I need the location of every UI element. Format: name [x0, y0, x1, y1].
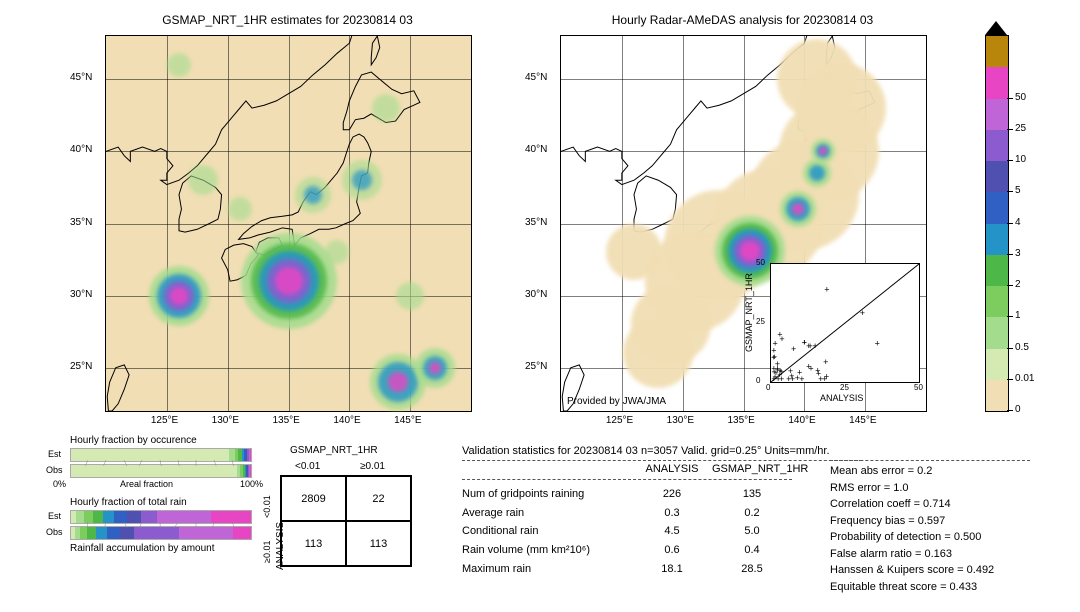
- y-tick-label: 25°N: [70, 361, 92, 372]
- contingency-cell: 113: [281, 521, 346, 566]
- contingency-table: 280922113113: [280, 475, 412, 567]
- contingency-cell: 22: [346, 476, 411, 521]
- svg-text:+: +: [875, 339, 880, 349]
- colorbar-label: 0.5: [1015, 342, 1029, 353]
- y-tick-label: 30°N: [525, 289, 547, 300]
- occurrence-title: Hourly fraction by occurence: [70, 435, 197, 446]
- svg-text:+: +: [824, 284, 829, 294]
- svg-text:+: +: [795, 373, 800, 382]
- bar-row-label: Obs: [46, 465, 63, 475]
- svg-text:+: +: [808, 341, 813, 351]
- contingency-title-top: GSMAP_NRT_1HR: [290, 445, 378, 456]
- svg-text:+: +: [777, 370, 782, 380]
- svg-text:+: +: [779, 334, 784, 344]
- y-tick-label: 45°N: [525, 72, 547, 83]
- y-tick-label: 40°N: [70, 144, 92, 155]
- colorbar-label: 50: [1015, 92, 1026, 103]
- scatter-inset: ++++++++++++++++++++++++++++++++++++++++…: [770, 263, 920, 383]
- metrics-list: Mean abs error = 0.2RMS error = 1.0Corre…: [830, 463, 994, 595]
- y-tick-label: 35°N: [70, 217, 92, 228]
- rain-title: Hourly fraction of total rain: [70, 497, 187, 508]
- colorbar-over-triangle: [985, 21, 1007, 35]
- x-tick-label: 130°E: [667, 415, 694, 426]
- x-tick-label: 135°E: [273, 415, 300, 426]
- map-title: GSMAP_NRT_1HR estimates for 20230814 03: [105, 13, 470, 27]
- x-tick-label: 125°E: [606, 415, 633, 426]
- validation-stats: Num of gridpoints raining226135Average r…: [462, 485, 792, 578]
- colorbar-label: 4: [1015, 217, 1021, 228]
- contingency-cell: 113: [346, 521, 411, 566]
- svg-text:+: +: [860, 308, 865, 318]
- x-tick-label: 145°E: [394, 415, 421, 426]
- contingency-cell: 2809: [281, 476, 346, 521]
- svg-text:+: +: [815, 365, 820, 375]
- inset-ylabel: GSMAP_NRT_1HR: [744, 273, 754, 352]
- metric-row: Hanssen & Kuipers score = 0.492: [830, 562, 994, 579]
- svg-text:+: +: [802, 338, 807, 348]
- x-tick-label: 130°E: [212, 415, 239, 426]
- colorbar-label: 2: [1015, 279, 1021, 290]
- map-panel: [105, 35, 472, 412]
- y-tick-label: 30°N: [70, 289, 92, 300]
- colorbar-label: 3: [1015, 248, 1021, 259]
- colorbar: [985, 35, 1009, 412]
- colorbar-label: 10: [1015, 154, 1026, 165]
- svg-text:+: +: [773, 338, 778, 348]
- bar-row-label: Est: [48, 449, 61, 459]
- y-tick-label: 40°N: [525, 144, 547, 155]
- colorbar-label: 0.01: [1015, 373, 1034, 384]
- colorbar-label: 5: [1015, 185, 1021, 196]
- x-tick-label: 140°E: [788, 415, 815, 426]
- y-tick-label: 25°N: [525, 361, 547, 372]
- svg-text:+: +: [791, 344, 796, 354]
- svg-text:+: +: [772, 352, 777, 362]
- metric-row: Correlation coeff = 0.714: [830, 496, 994, 513]
- y-tick-label: 45°N: [70, 72, 92, 83]
- colorbar-label: 0: [1015, 404, 1021, 415]
- colorbar-label: 1: [1015, 310, 1021, 321]
- metric-row: Probability of detection = 0.500: [830, 529, 994, 546]
- y-tick-label: 35°N: [525, 217, 547, 228]
- svg-text:+: +: [822, 374, 827, 382]
- metric-row: Frequency bias = 0.597: [830, 513, 994, 530]
- metric-row: False alarm ratio = 0.163: [830, 546, 994, 563]
- inset-xlabel: ANALYSIS: [820, 393, 863, 403]
- svg-text:+: +: [790, 374, 795, 382]
- svg-text:+: +: [771, 367, 776, 377]
- map-attribution: Provided by JWA/JMA: [567, 396, 666, 407]
- metric-row: RMS error = 1.0: [830, 480, 994, 497]
- svg-text:+: +: [808, 363, 813, 373]
- validation-title: Validation statistics for 20230814 03 n=…: [462, 445, 830, 457]
- x-tick-label: 140°E: [333, 415, 360, 426]
- svg-text:+: +: [812, 341, 817, 351]
- colorbar-label: 25: [1015, 123, 1026, 134]
- map-title: Hourly Radar-AMeDAS analysis for 2023081…: [560, 13, 925, 27]
- x-tick-label: 135°E: [728, 415, 755, 426]
- metric-row: Equitable threat score = 0.433: [830, 579, 994, 596]
- svg-text:+: +: [823, 357, 828, 367]
- x-tick-label: 145°E: [849, 415, 876, 426]
- metric-row: Mean abs error = 0.2: [830, 463, 994, 480]
- x-tick-label: 125°E: [151, 415, 178, 426]
